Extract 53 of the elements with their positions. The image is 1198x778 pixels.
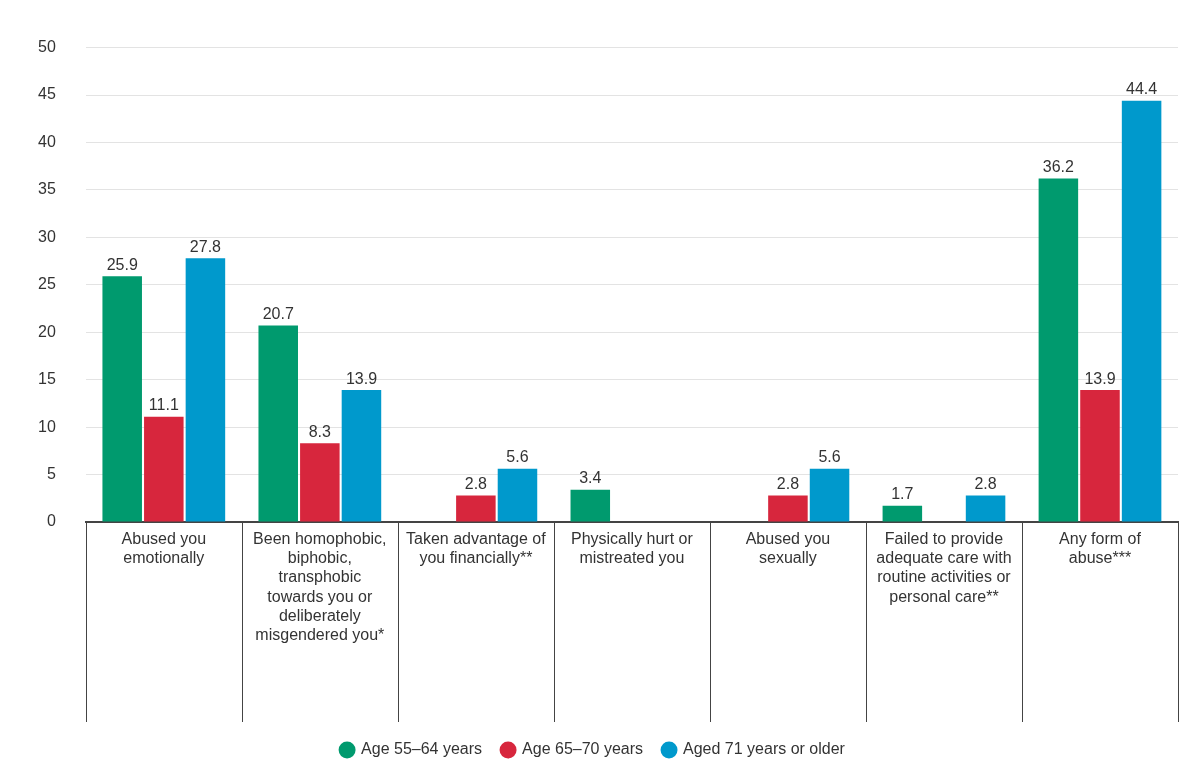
- x-tick-label: Failed to provide adequate care with routine activities or personal care**: [876, 530, 1012, 605]
- data-label: 2.8: [776, 474, 800, 492]
- bar: [570, 489, 611, 522]
- data-label: 5.6: [506, 448, 529, 466]
- bar: [456, 495, 496, 522]
- legend-label: Age 65–70 years: [522, 740, 644, 758]
- bar: [882, 505, 923, 522]
- bar: [768, 495, 808, 522]
- y-tick-label: 50: [38, 38, 56, 56]
- data-label: 44.4: [1126, 80, 1158, 98]
- x-tick-label: Abused you sexually: [745, 530, 831, 567]
- data-label: 11.1: [148, 396, 179, 414]
- data-label: 2.8: [974, 474, 997, 492]
- bar: [102, 276, 142, 522]
- y-tick-label: 5: [46, 464, 56, 482]
- y-tick-label: 40: [38, 132, 56, 150]
- y-tick-label: 30: [38, 227, 56, 245]
- bar: [144, 416, 184, 522]
- bar: [258, 325, 298, 522]
- bar: [1038, 178, 1079, 522]
- y-tick-label: 15: [38, 370, 56, 388]
- data-label: 13.9: [345, 369, 378, 387]
- bar: [341, 390, 382, 522]
- bar: [185, 258, 226, 522]
- y-tick-label: 25: [38, 275, 56, 293]
- data-label: 3.4: [579, 469, 602, 487]
- x-tick-label: Physically hurt or mistreated you: [570, 530, 694, 567]
- y-tick-label: 0: [46, 512, 56, 530]
- y-tick-label: 10: [38, 417, 56, 435]
- data-label: 27.8: [189, 237, 222, 255]
- bar: [497, 468, 538, 522]
- data-label: 20.7: [262, 305, 294, 322]
- data-label: 25.9: [106, 255, 138, 273]
- bar: [809, 468, 850, 522]
- bar: [1080, 390, 1120, 522]
- bar: [1121, 100, 1162, 522]
- y-tick-label: 45: [38, 85, 56, 103]
- data-label: 1.7: [891, 485, 914, 503]
- data-label: 36.2: [1042, 157, 1075, 175]
- legend-label: Aged 71 years or older: [683, 740, 846, 758]
- data-label: 2.8: [464, 474, 488, 492]
- x-tick-label: Abused you emotionally: [121, 530, 207, 567]
- legend-label: Age 55–64 years: [361, 740, 483, 758]
- y-tick-label: 35: [38, 180, 56, 198]
- x-tick-label: Taken advantage of you financially**: [406, 530, 547, 567]
- data-label: 8.3: [308, 422, 332, 440]
- x-tick-label: Any form of abuse***: [1059, 530, 1142, 567]
- x-tick-label: Been homophobic, biphobic, transphobic towards you or deliberately misgendered you*: [253, 530, 387, 644]
- data-label: 13.9: [1084, 369, 1116, 387]
- data-label: 5.6: [818, 448, 841, 466]
- bar: [300, 443, 340, 522]
- bar: [965, 495, 1006, 522]
- y-tick-label: 20: [38, 322, 56, 340]
